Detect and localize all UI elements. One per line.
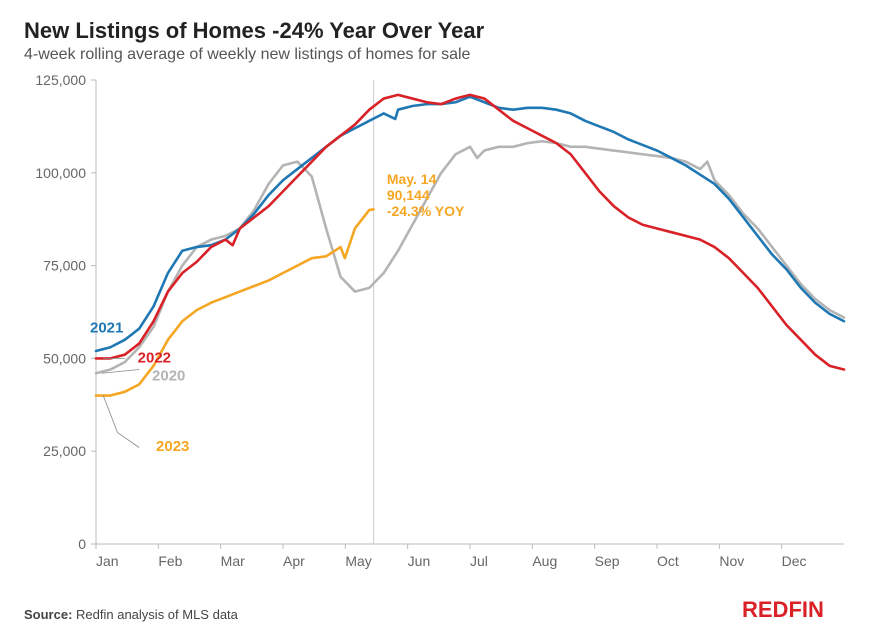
x-tick-label: Feb (158, 553, 182, 569)
series-2022 (96, 95, 844, 370)
source-footer: Source: Redfin analysis of MLS data (24, 607, 238, 622)
source-text: Redfin analysis of MLS data (76, 607, 238, 622)
x-tick-label: Jul (470, 553, 488, 569)
y-tick-label: 75,000 (43, 258, 86, 274)
annotation-line: May. 14 (387, 171, 437, 187)
brand-logo: REDFIN (742, 595, 852, 628)
series-label-2020: 2020 (152, 367, 185, 384)
y-tick-label: 100,000 (35, 165, 86, 181)
y-tick-label: 125,000 (35, 72, 86, 88)
x-tick-label: Nov (719, 553, 744, 569)
x-tick-label: Oct (657, 553, 679, 569)
x-tick-label: Jun (408, 553, 431, 569)
series-2021 (96, 97, 844, 351)
series-label-2023: 2023 (156, 438, 189, 455)
y-tick-label: 25,000 (43, 443, 86, 459)
x-tick-label: Mar (221, 553, 245, 569)
x-tick-label: May (345, 553, 371, 569)
annotation-line: 90,144 (387, 187, 430, 203)
x-tick-label: Dec (782, 553, 807, 569)
x-tick-label: Apr (283, 553, 305, 569)
line-chart: 0 25,000 50,000 75,000 100,000 125,000 Jan Feb M… (24, 72, 852, 582)
brand-text: REDFIN (742, 597, 824, 622)
source-label: Source: (24, 607, 72, 622)
y-tick-label: 50,000 (43, 350, 86, 366)
x-tick-label: Jan (96, 553, 119, 569)
annotation-line: -24.3% YOY (387, 203, 465, 219)
x-tick-label: Aug (532, 553, 557, 569)
series-label-2022: 2022 (138, 349, 171, 366)
series-label-2021: 2021 (90, 319, 123, 336)
x-tick-label: Sep (595, 553, 620, 569)
series-2020 (96, 141, 844, 373)
y-tick-label: 0 (78, 536, 86, 552)
chart-subtitle: 4-week rolling average of weekly new lis… (24, 46, 852, 64)
chart-title: New Listings of Homes -24% Year Over Yea… (24, 18, 852, 44)
